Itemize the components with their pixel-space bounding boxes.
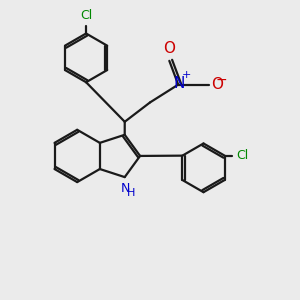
- Text: −: −: [215, 73, 227, 87]
- Text: H: H: [127, 188, 135, 198]
- Text: N: N: [173, 76, 185, 91]
- Text: +: +: [182, 70, 191, 80]
- Text: Cl: Cl: [236, 148, 248, 162]
- Text: O: O: [211, 77, 223, 92]
- Text: O: O: [163, 41, 175, 56]
- Text: Cl: Cl: [80, 9, 92, 22]
- Text: N: N: [121, 182, 130, 195]
